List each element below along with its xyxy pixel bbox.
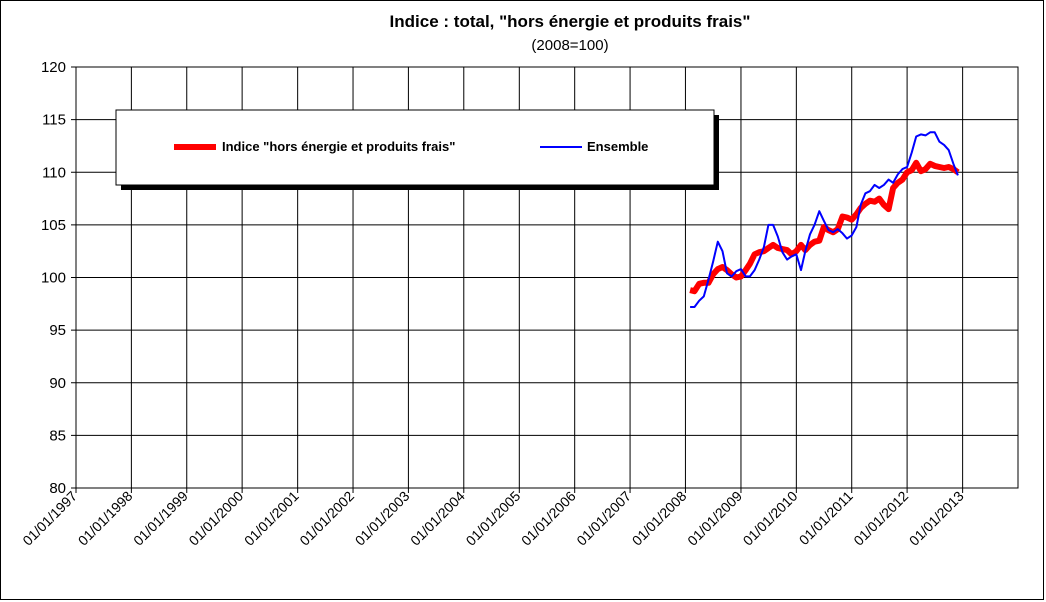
x-tick-label: 01/01/2009	[684, 488, 745, 549]
x-tick-label: 01/01/2000	[185, 488, 246, 549]
chart-subtitle: (2008=100)	[531, 37, 608, 54]
x-tick-label: 01/01/1998	[75, 488, 136, 549]
legend: Indice "hors énergie et produits frais" …	[115, 109, 719, 190]
legend-label-ensemble: Ensemble	[587, 139, 648, 154]
chart-title: Indice : total, "hors énergie et produit…	[390, 12, 751, 31]
y-tick-label: 105	[41, 217, 66, 234]
y-tick-label: 115	[42, 112, 66, 129]
x-tick-label: 01/01/2010	[740, 488, 801, 549]
x-tick-label: 01/01/2006	[518, 488, 579, 549]
x-tick-label: 01/01/2011	[796, 488, 856, 548]
x-tick-label: 01/01/2008	[629, 488, 690, 549]
y-tick-label: 110	[42, 164, 66, 181]
y-tick-label: 95	[49, 322, 66, 339]
series-line-ensemble	[690, 131, 959, 308]
x-tick-label: 01/01/2003	[352, 488, 413, 549]
series-lines	[689, 131, 960, 308]
x-tick-label: 01/01/2005	[463, 488, 524, 549]
x-tick-label: 01/01/2012	[850, 488, 911, 549]
y-tick-label: 90	[49, 375, 66, 392]
y-tick-label: 100	[41, 270, 66, 287]
x-tick-label: 01/01/1999	[130, 488, 191, 549]
y-tick-label: 80	[49, 480, 66, 497]
y-tick-label: 120	[41, 59, 66, 76]
x-tick-label: 01/01/2007	[573, 488, 634, 549]
x-tick-label: 01/01/2004	[407, 488, 468, 549]
legend-label-indice: Indice "hors énergie et produits frais"	[222, 139, 455, 154]
series-line-indice	[689, 159, 960, 295]
x-tick-label: 01/01/2001	[241, 488, 302, 549]
x-tick-label: 01/01/2002	[296, 488, 357, 549]
y-tick-label: 85	[49, 427, 66, 444]
x-tick-label: 01/01/2013	[906, 488, 967, 549]
